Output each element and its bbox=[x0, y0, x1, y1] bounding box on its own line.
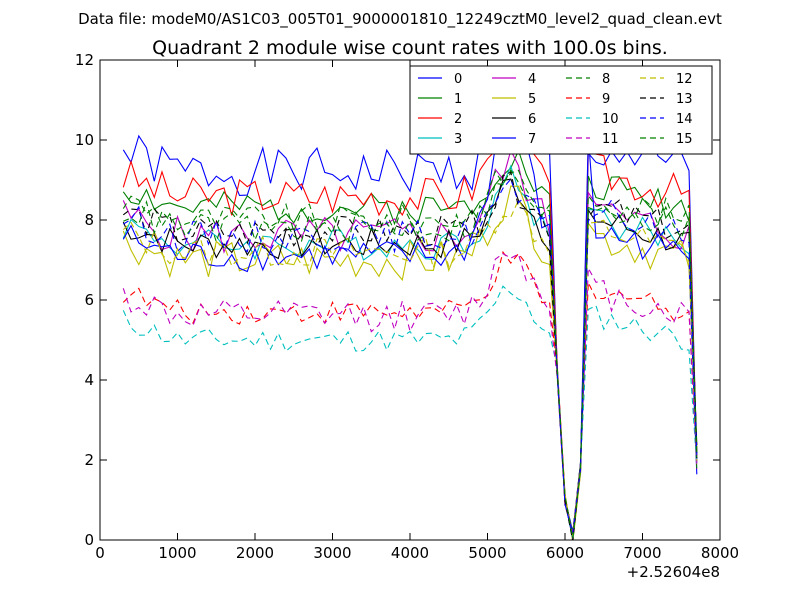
x-tick-label: 0 bbox=[95, 544, 105, 562]
legend-label-3: 3 bbox=[454, 132, 462, 147]
chart-title: Quadrant 2 module wise count rates with … bbox=[152, 37, 668, 59]
y-tick-label: 2 bbox=[84, 451, 94, 469]
x-tick-label: 1000 bbox=[158, 544, 196, 562]
y-tick-label: 8 bbox=[84, 211, 94, 229]
legend-label-2: 2 bbox=[454, 112, 462, 127]
series-line-13 bbox=[122, 171, 698, 540]
x-tick-label: 6000 bbox=[546, 544, 584, 562]
series-line-1 bbox=[122, 148, 698, 537]
legend-label-9: 9 bbox=[602, 92, 610, 107]
legend-frame bbox=[409, 65, 713, 155]
x-axis-offset-label: +2.52604e8 bbox=[627, 563, 720, 581]
legend-label-1: 1 bbox=[454, 92, 462, 107]
series-line-15 bbox=[123, 169, 698, 539]
legend-label-6: 6 bbox=[528, 112, 536, 127]
x-tick-label: 5000 bbox=[468, 544, 506, 562]
series-line-8 bbox=[122, 169, 698, 532]
x-axis: 0 1000 2000 3000 4000 5000 6000 7000 8000 bbox=[95, 60, 739, 562]
series-line-0 bbox=[122, 127, 698, 532]
legend-label-15: 15 bbox=[676, 132, 693, 147]
legend-label-5: 5 bbox=[528, 92, 536, 107]
y-tick-label: 10 bbox=[75, 131, 94, 149]
series-line-2 bbox=[122, 116, 698, 540]
legend-label-13: 13 bbox=[676, 92, 693, 107]
legend-label-7: 7 bbox=[528, 132, 536, 147]
legend-label-14: 14 bbox=[676, 112, 693, 127]
y-tick-label: 0 bbox=[84, 531, 94, 549]
series-line-5 bbox=[122, 185, 698, 540]
x-tick-label: 2000 bbox=[236, 544, 274, 562]
legend-label-10: 10 bbox=[602, 112, 619, 127]
y-tick-label: 4 bbox=[84, 371, 94, 389]
x-tick-label: 3000 bbox=[313, 544, 351, 562]
x-tick-label: 7000 bbox=[623, 544, 661, 562]
series-line-9 bbox=[122, 250, 698, 536]
series-line-6 bbox=[122, 178, 698, 535]
series-line-10 bbox=[122, 285, 698, 540]
legend-label-4: 4 bbox=[528, 72, 536, 87]
series-layer bbox=[122, 108, 698, 540]
legend-label-8: 8 bbox=[602, 72, 610, 87]
y-tick-label: 6 bbox=[84, 291, 94, 309]
legend-label-0: 0 bbox=[454, 72, 462, 87]
legend-label-11: 11 bbox=[602, 132, 619, 147]
legend-label-12: 12 bbox=[676, 72, 693, 87]
x-tick-label: 4000 bbox=[391, 544, 429, 562]
series-line-7 bbox=[122, 108, 698, 539]
figure-suptitle: Data file: modeM0/AS1C03_005T01_90000018… bbox=[78, 10, 722, 29]
x-tick-label: 8000 bbox=[701, 544, 739, 562]
y-tick-label: 12 bbox=[75, 51, 94, 69]
series-line-12 bbox=[122, 198, 698, 537]
